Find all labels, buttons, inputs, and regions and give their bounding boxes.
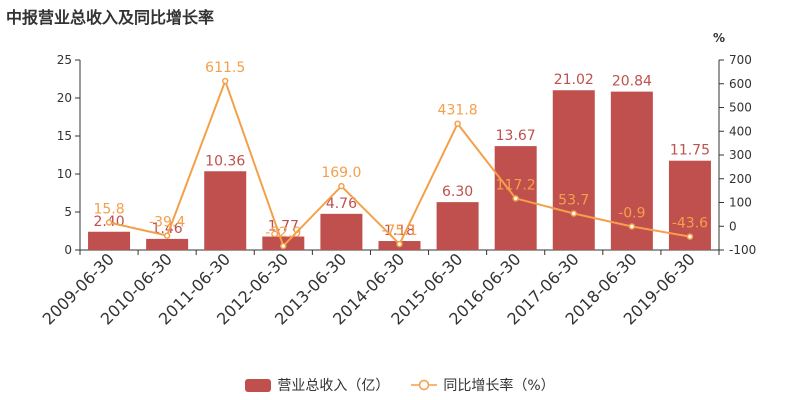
revenue-bar: [320, 213, 363, 250]
revenue-bar-label: 4.76: [326, 196, 357, 212]
right-tick-label: 0: [729, 219, 737, 233]
revenue-bar: [436, 202, 479, 250]
left-tick-label: 25: [57, 53, 72, 67]
left-tick-label: 20: [57, 91, 72, 105]
right-tick-label: -100: [729, 243, 756, 257]
right-tick-label: 400: [729, 124, 752, 138]
right-tick-label: 500: [729, 101, 752, 115]
revenue-bar-label: 10.36: [205, 153, 245, 169]
legend-line-swatch: [411, 379, 438, 391]
legend-label-revenue: 营业总收入（亿）: [277, 378, 390, 394]
growth-point-label: -39.4: [149, 215, 185, 231]
left-tick-label: 10: [57, 167, 72, 181]
growth-point-label: 53.7: [558, 192, 589, 208]
growth-point-label: -0.9: [618, 205, 645, 221]
growth-line: [108, 78, 691, 248]
growth-point: [628, 223, 636, 230]
left-tick-label: 15: [57, 129, 72, 143]
growth-point: [338, 182, 345, 190]
growth-point-label: -75.1: [381, 223, 417, 239]
growth-point: [570, 210, 578, 217]
growth-point: [512, 195, 519, 202]
revenue-bar-label: 21.02: [554, 72, 594, 88]
growth-point: [105, 219, 113, 226]
right-tick-label: 600: [729, 77, 752, 91]
growth-point: [163, 232, 171, 239]
growth-point: [686, 233, 694, 240]
growth-point-label: 431.8: [438, 103, 478, 119]
legend-label-growth: 同比增长率（%）: [443, 378, 555, 394]
revenue-bar-label: 13.67: [496, 128, 536, 144]
right-tick-label: 300: [729, 148, 752, 162]
revenue-bar: [204, 171, 247, 250]
growth-point: [221, 77, 229, 85]
left-tick-label: 5: [64, 205, 72, 219]
growth-point-label: 117.2: [496, 177, 536, 193]
right-tick-label: 200: [729, 172, 752, 186]
growth-point: [396, 240, 403, 248]
legend-item-revenue[interactable]: 营业总收入（亿）: [245, 375, 389, 395]
right-tick-label: 100: [729, 196, 752, 210]
right-axis-unit: %: [713, 31, 725, 45]
right-tick-label: 700: [729, 53, 752, 67]
legend-item-growth[interactable]: 同比增长率（%）: [411, 375, 555, 395]
growth-point-label: 169.0: [321, 165, 361, 181]
revenue-bar: [146, 238, 189, 250]
growth-point-label: 15.8: [93, 201, 124, 217]
combo-chart: 0510152025-1000100200300400500600700%200…: [39, 31, 757, 329]
left-tick-label: 0: [64, 243, 72, 257]
revenue-bar-label: 20.84: [612, 74, 652, 90]
revenue-bar-label: 6.30: [442, 184, 473, 200]
revenue-bar-label: 11.75: [670, 143, 710, 159]
growth-point-label: -43.6: [672, 216, 708, 232]
growth-point: [280, 242, 287, 250]
growth-point: [454, 120, 461, 127]
growth-point-label: -82.9: [265, 225, 301, 241]
legend-bar-swatch: [245, 378, 272, 392]
growth-point-label: 611.5: [205, 60, 245, 76]
legend: 营业总收入（亿） 同比增长率（%）: [0, 372, 800, 398]
chart-title: 中报营业总收入及同比增长率: [6, 8, 215, 27]
revenue-bar: [88, 231, 131, 250]
revenue-bar: [552, 90, 595, 250]
